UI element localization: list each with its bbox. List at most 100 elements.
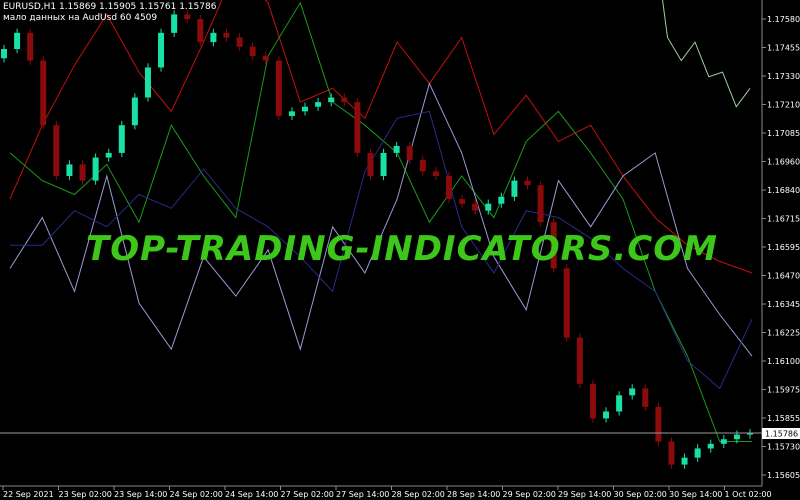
candle: [92, 153, 99, 185]
current-price-text: 1.15786: [765, 430, 798, 439]
y-tick-label: 1.15605: [767, 471, 800, 480]
y-tick-label: 1.17455: [767, 44, 800, 53]
candle-body-bear: [563, 268, 570, 338]
candle: [445, 171, 452, 204]
candle-body-bear: [197, 19, 204, 43]
candle: [158, 28, 165, 72]
candle: [629, 384, 636, 400]
candle: [747, 429, 753, 439]
candle-body-bull: [315, 102, 322, 107]
candle: [524, 176, 531, 190]
x-tick-label: 23 Sep 02:00: [59, 490, 112, 499]
x-tick-label: 23 Sep 14:00: [114, 490, 167, 499]
candle: [262, 51, 269, 65]
candle-body-bear: [537, 185, 544, 223]
candle: [720, 435, 727, 448]
candle: [171, 10, 178, 38]
chart-header: EURUSD,H1 1.15869 1.15905 1.15761 1.1578…: [3, 2, 216, 24]
candle: [550, 218, 557, 273]
indicator-lines: [9, 0, 753, 442]
candle-body-bear: [524, 180, 531, 186]
candle: [655, 402, 662, 446]
candle-body-bull: [144, 67, 151, 98]
y-axis-labels: 1.17580 1.17455 1.17330 1.17210 1.17085 1.169…: [762, 15, 800, 480]
indicator-line-navy: [10, 110, 753, 390]
candle-body-bull: [485, 203, 492, 211]
candle-body-bull: [498, 196, 505, 204]
candle-body-bear: [432, 171, 439, 177]
y-tick-label: 1.17210: [767, 101, 800, 110]
symbol-ohlc-line: EURUSD,H1 1.15869 1.15905 1.15761 1.1578…: [3, 2, 217, 12]
x-axis-labels: 22 Sep 2021 23 Sep 02:00 23 Sep 14:00 24 Se…: [2, 486, 772, 499]
candle: [144, 63, 151, 102]
x-tick-label: 1 Oct 02:00: [725, 490, 772, 499]
current-price-label: 1.15786: [762, 428, 800, 439]
candle-body-bull: [380, 152, 387, 177]
candle: [616, 391, 623, 416]
candle: [288, 107, 295, 121]
candle-body-bull: [118, 125, 125, 153]
candle: [66, 160, 73, 181]
x-tick-label: 22 Sep 2021: [3, 490, 54, 499]
candle: [498, 192, 505, 208]
indicator-line-red: [9, 0, 753, 274]
x-tick-label: 29 Sep 14:00: [558, 490, 611, 499]
candle-body-bear: [642, 388, 649, 407]
candle: [367, 148, 374, 181]
candle: [472, 199, 479, 215]
candle-body-bear: [419, 159, 426, 172]
candle-body-bull: [105, 152, 112, 158]
candle: [563, 264, 570, 342]
candle: [210, 28, 217, 47]
y-tick-label: 1.16595: [767, 243, 800, 252]
x-tick-label: 24 Sep 14:00: [225, 490, 278, 499]
candle-body-bull: [66, 164, 73, 177]
candle-body-bear: [459, 199, 466, 204]
candle: [236, 33, 243, 51]
x-tick-label: 27 Sep 02:00: [281, 490, 334, 499]
candle-body-bear: [27, 32, 34, 61]
candle: [328, 93, 335, 107]
candle-body-bear: [53, 125, 60, 177]
candle-body-bear: [79, 164, 86, 181]
candle: [642, 384, 649, 412]
candle-body-bull: [603, 411, 610, 419]
candle-body-bear: [223, 32, 230, 38]
y-tick-label: 1.16840: [767, 186, 800, 195]
candle: [197, 14, 204, 47]
candle-body-bull: [681, 457, 688, 465]
candle: [275, 56, 282, 121]
candle: [184, 10, 191, 24]
candle-body-bull: [393, 145, 400, 153]
y-tick-label: 1.17580: [767, 15, 800, 24]
candle: [576, 333, 583, 388]
candle: [393, 141, 400, 158]
watermark-text: TOP-TRADING-INDICATORS.COM: [86, 229, 718, 269]
candle: [1, 44, 7, 63]
candle-body-bear: [184, 14, 191, 19]
candle-body-bear: [576, 337, 583, 384]
candle-body-bull: [733, 434, 740, 440]
candle: [681, 453, 688, 469]
x-tick-label: 27 Sep 14:00: [336, 490, 389, 499]
candle-body-bull: [694, 448, 701, 458]
y-tick-label: 1.17085: [767, 129, 800, 138]
candle: [249, 42, 256, 61]
y-tick-label: 1.17330: [767, 72, 800, 81]
candle-body-bear: [472, 203, 479, 211]
x-tick-label: 30 Sep 14:00: [669, 490, 722, 499]
y-tick-label: 1.16470: [767, 272, 800, 281]
candle-body-bull: [720, 439, 727, 444]
y-tick-label: 1.16960: [767, 158, 800, 167]
candle: [511, 176, 518, 201]
candle-body-bull: [747, 433, 753, 435]
candle: [118, 121, 125, 158]
candle-body-bear: [40, 60, 47, 126]
candle: [432, 167, 439, 181]
candle: [53, 121, 60, 181]
candle-body-bull: [616, 395, 623, 412]
y-tick-label: 1.16225: [767, 329, 800, 338]
x-tick-label: 28 Sep 14:00: [447, 490, 500, 499]
indicator-status-line: мало данных на AudUsd 60 4509: [3, 13, 158, 23]
